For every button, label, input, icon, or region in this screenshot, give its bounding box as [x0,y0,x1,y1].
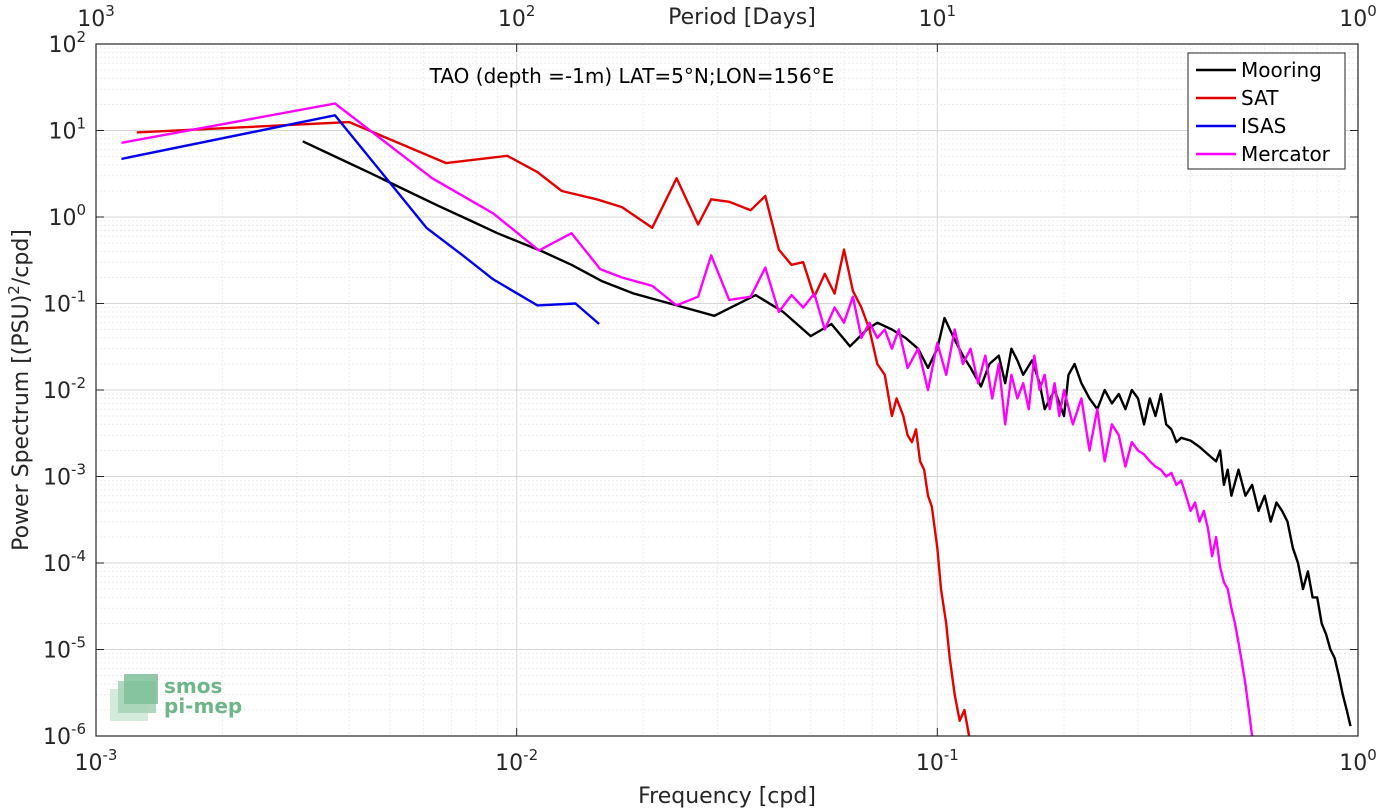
series-line-mercator [121,102,1254,737]
grid-lines [95,44,1358,737]
y-tick-label: 10-6 [43,720,86,750]
logo-line1: smos [164,674,222,698]
series-line-sat [136,120,971,737]
y-axis-label: Power Spectrum [(PSU)2/cpd] [5,229,34,551]
smos-pi-mep-logo: smos pi-mep [110,674,242,721]
x-tick-label: 10-2 [495,746,538,776]
top-axis-label: Period [Days] [668,5,816,30]
y-tick-label: 10-3 [43,461,86,491]
top-tick-label: 101 [919,2,957,32]
x-tick-label: 100 [1339,746,1377,776]
series-layer [121,102,1352,737]
y-tick-label: 102 [48,28,86,58]
x-axis-label: Frequency [cpd] [638,784,816,809]
legend-label-sat: SAT [1241,86,1279,110]
y-tick-label: 10-2 [43,374,86,404]
legend-label-mercator: Mercator [1241,142,1331,166]
logo-mark-front [124,674,158,704]
y-tick-label: 10-4 [43,547,86,577]
y-tick-label: 101 [48,115,86,145]
logo-line2: pi-mep [164,694,242,718]
top-tick-label: 103 [77,2,115,32]
top-tick-label: 102 [498,2,536,32]
series-line-isas [121,114,600,325]
top-tick-label: 100 [1339,2,1377,32]
legend-label-isas: ISAS [1241,114,1286,138]
chart-title: TAO (depth =-1m) LAT=5°N;LON=156°E [429,64,835,88]
y-tick-label: 10-5 [43,634,86,664]
x-tick-label: 10-3 [75,746,118,776]
y-tick-label: 100 [48,201,86,231]
series-line-mooring [302,140,1352,727]
x-tick-label: 10-1 [916,746,959,776]
legend-box [1187,52,1346,170]
legend-label-mooring: Mooring [1241,58,1322,82]
legend: Mooring SAT ISAS Mercator [1187,52,1346,170]
y-tick-label: 10-1 [43,288,86,318]
